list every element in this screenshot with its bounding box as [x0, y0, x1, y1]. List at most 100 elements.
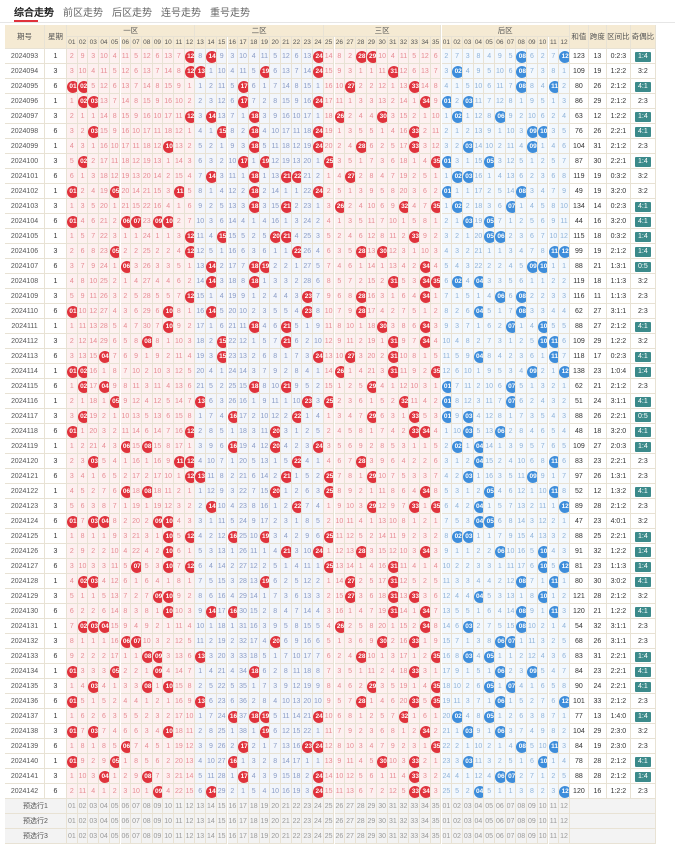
prediction-back-number[interactable]: 12 [559, 814, 570, 829]
prediction-front-number[interactable]: 19 [259, 799, 271, 814]
prediction-front-number[interactable]: 01 [67, 814, 78, 829]
prediction-front-number[interactable]: 29 [366, 829, 378, 844]
prediction-front-number[interactable]: 14 [206, 829, 217, 844]
prediction-back-number[interactable]: 08 [516, 814, 528, 829]
prediction-front-number[interactable]: 11 [174, 829, 185, 844]
prediction-front-number[interactable]: 16 [227, 814, 239, 829]
prediction-front-number[interactable]: 33 [409, 799, 421, 814]
prediction-back-number[interactable]: 12 [559, 829, 570, 844]
prediction-front-number[interactable]: 02 [77, 814, 89, 829]
prediction-back-number[interactable]: 08 [516, 829, 528, 844]
prediction-front-number[interactable]: 26 [334, 829, 346, 844]
prediction-front-number[interactable]: 24 [313, 814, 324, 829]
prediction-front-number[interactable]: 18 [248, 829, 260, 844]
prediction-front-number[interactable]: 30 [377, 829, 388, 844]
tab-comprehensive[interactable]: 综合走势 [14, 8, 54, 19]
prediction-front-number[interactable]: 03 [88, 814, 100, 829]
prediction-front-number[interactable]: 33 [409, 829, 421, 844]
prediction-front-number[interactable]: 12 [184, 829, 196, 844]
prediction-front-number[interactable]: 17 [238, 799, 249, 814]
prediction-front-number[interactable]: 07 [131, 814, 142, 829]
prediction-back-number[interactable]: 07 [505, 799, 517, 814]
prediction-front-number[interactable]: 09 [152, 799, 164, 814]
prediction-front-number[interactable]: 23 [302, 799, 314, 814]
prediction-back-number[interactable]: 12 [559, 799, 570, 814]
prediction-front-number[interactable]: 13 [195, 799, 207, 814]
prediction-front-number[interactable]: 15 [216, 829, 228, 844]
prediction-front-number[interactable]: 33 [409, 814, 421, 829]
prediction-back-number[interactable]: 02 [452, 829, 463, 844]
prediction-front-number[interactable]: 05 [109, 814, 121, 829]
prediction-front-number[interactable]: 19 [259, 814, 271, 829]
prediction-front-number[interactable]: 20 [270, 829, 281, 844]
prediction-back-number[interactable]: 05 [484, 814, 495, 829]
prediction-front-number[interactable]: 08 [141, 829, 153, 844]
prediction-front-number[interactable]: 34 [420, 829, 431, 844]
prediction-front-number[interactable]: 10 [163, 814, 174, 829]
prediction-front-number[interactable]: 18 [248, 799, 260, 814]
prediction-front-number[interactable]: 20 [270, 799, 281, 814]
tab-back-zone[interactable]: 后区走势 [112, 8, 152, 19]
prediction-front-number[interactable]: 07 [131, 799, 142, 814]
prediction-front-number[interactable]: 35 [430, 814, 442, 829]
prediction-back-number[interactable]: 04 [473, 814, 485, 829]
prediction-front-number[interactable]: 17 [238, 829, 249, 844]
prediction-front-number[interactable]: 20 [270, 814, 281, 829]
prediction-front-number[interactable]: 05 [109, 799, 121, 814]
prediction-front-number[interactable]: 31 [388, 814, 399, 829]
prediction-front-number[interactable]: 34 [420, 799, 431, 814]
prediction-front-number[interactable]: 23 [302, 814, 314, 829]
prediction-back-number[interactable]: 07 [505, 814, 517, 829]
prediction-front-number[interactable]: 04 [99, 814, 110, 829]
prediction-front-number[interactable]: 01 [67, 829, 78, 844]
prediction-front-number[interactable]: 08 [141, 814, 153, 829]
prediction-front-number[interactable]: 22 [291, 799, 303, 814]
prediction-back-number[interactable]: 03 [462, 799, 474, 814]
prediction-back-number[interactable]: 10 [537, 814, 549, 829]
prediction-front-number[interactable]: 08 [141, 799, 153, 814]
prediction-front-number[interactable]: 29 [366, 814, 378, 829]
prediction-back-number[interactable]: 06 [495, 829, 506, 844]
prediction-front-number[interactable]: 17 [238, 814, 249, 829]
prediction-front-number[interactable]: 19 [259, 829, 271, 844]
prediction-front-number[interactable]: 18 [248, 814, 260, 829]
prediction-front-number[interactable]: 06 [120, 814, 132, 829]
prediction-front-number[interactable]: 23 [302, 829, 314, 844]
prediction-front-number[interactable]: 03 [88, 799, 100, 814]
prediction-back-number[interactable]: 08 [516, 799, 528, 814]
tab-consecutive[interactable]: 连号走势 [161, 8, 201, 19]
prediction-back-number[interactable]: 04 [473, 799, 485, 814]
prediction-front-number[interactable]: 06 [120, 829, 132, 844]
prediction-front-number[interactable]: 13 [195, 829, 207, 844]
prediction-back-number[interactable]: 04 [473, 829, 485, 844]
prediction-front-number[interactable]: 11 [174, 814, 185, 829]
prediction-front-number[interactable]: 21 [281, 799, 292, 814]
prediction-front-number[interactable]: 27 [345, 829, 356, 844]
prediction-back-number[interactable]: 11 [548, 799, 560, 814]
tab-repeat[interactable]: 重号走势 [210, 8, 250, 19]
prediction-front-number[interactable]: 30 [377, 814, 388, 829]
prediction-back-number[interactable]: 11 [548, 829, 560, 844]
prediction-back-number[interactable]: 02 [452, 814, 463, 829]
prediction-front-number[interactable]: 31 [388, 829, 399, 844]
tab-front-zone[interactable]: 前区走势 [63, 8, 103, 19]
prediction-back-number[interactable]: 09 [527, 814, 538, 829]
prediction-back-number[interactable]: 01 [441, 814, 453, 829]
prediction-front-number[interactable]: 01 [67, 799, 78, 814]
prediction-back-number[interactable]: 03 [462, 829, 474, 844]
prediction-front-number[interactable]: 28 [355, 799, 367, 814]
prediction-front-number[interactable]: 13 [195, 814, 207, 829]
prediction-front-number[interactable]: 21 [281, 814, 292, 829]
prediction-front-number[interactable]: 34 [420, 814, 431, 829]
prediction-front-number[interactable]: 35 [430, 799, 442, 814]
prediction-front-number[interactable]: 22 [291, 829, 303, 844]
prediction-back-number[interactable]: 05 [484, 799, 495, 814]
prediction-front-number[interactable]: 24 [313, 829, 324, 844]
prediction-front-number[interactable]: 11 [174, 799, 185, 814]
prediction-back-number[interactable]: 07 [505, 829, 517, 844]
prediction-front-number[interactable]: 09 [152, 829, 164, 844]
prediction-front-number[interactable]: 04 [99, 799, 110, 814]
prediction-front-number[interactable]: 16 [227, 829, 239, 844]
prediction-front-number[interactable]: 26 [334, 799, 346, 814]
prediction-front-number[interactable]: 14 [206, 799, 217, 814]
